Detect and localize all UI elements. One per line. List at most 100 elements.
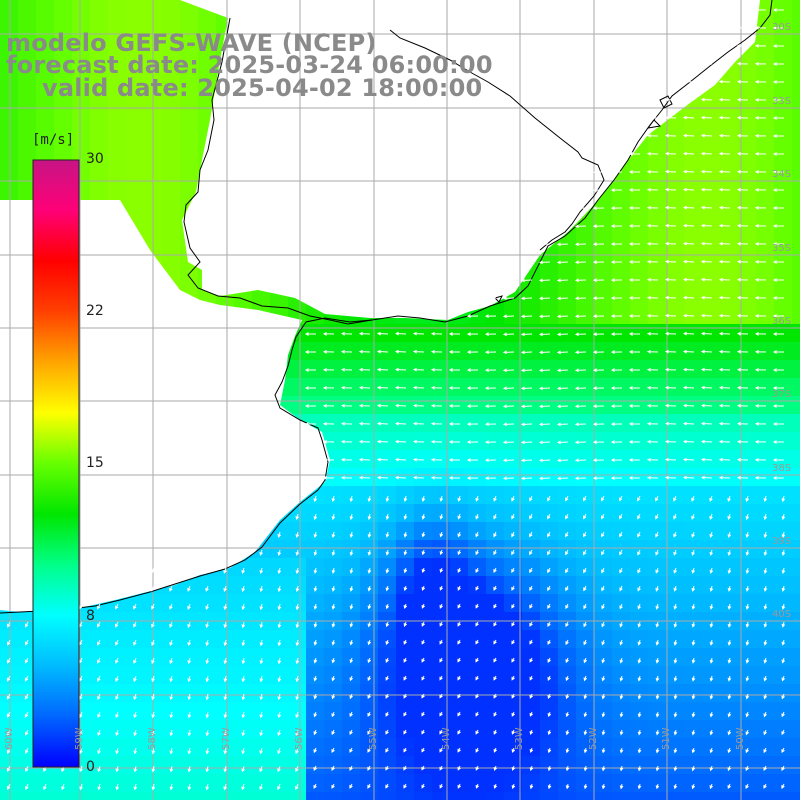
wind-vector [205, 657, 210, 665]
wind-vector [583, 711, 588, 718]
field-cell [612, 684, 631, 703]
wind-vector [601, 567, 605, 574]
wind-vector [24, 639, 29, 646]
wind-vector [241, 639, 246, 647]
field-cell [576, 576, 595, 595]
wind-vector [637, 765, 642, 772]
wind-vector [169, 765, 174, 773]
field-cell [180, 90, 199, 109]
wind-vector [169, 585, 173, 592]
field-cell [576, 342, 595, 361]
wind-vector [376, 367, 389, 372]
field-cell [792, 0, 800, 19]
field-cell [414, 558, 433, 577]
wind-vector [763, 657, 768, 664]
wind-vector [556, 440, 569, 445]
field-cell [702, 630, 721, 649]
wind-vector [628, 260, 641, 264]
field-cell [522, 342, 541, 361]
field-cell [522, 432, 541, 451]
field-cell [486, 684, 505, 703]
colorbar-tick: 8 [86, 608, 95, 624]
field-cell [558, 270, 577, 289]
wind-vector [223, 603, 228, 611]
field-cell [792, 396, 800, 415]
field-cell [720, 720, 739, 739]
wind-vector [385, 657, 390, 663]
field-cell [720, 486, 739, 505]
wind-vector [709, 747, 714, 754]
field-cell [684, 666, 703, 685]
wind-vector [718, 205, 731, 210]
field-cell [216, 792, 235, 800]
wind-vector [349, 747, 353, 753]
wind-vector [709, 693, 714, 700]
field-cell [288, 792, 307, 800]
field-cell [792, 558, 800, 577]
longitude-label: 59W [74, 727, 85, 750]
field-cell [72, 90, 91, 109]
wind-vector [754, 421, 767, 426]
wind-vector [241, 567, 245, 575]
wind-vector [655, 639, 660, 646]
field-cell [756, 720, 775, 739]
wind-vector [394, 349, 407, 354]
field-cell [288, 504, 307, 523]
field-cell [630, 684, 649, 703]
wind-vector [520, 278, 533, 283]
wind-vector [583, 765, 588, 772]
wind-vector [439, 657, 443, 663]
field-cell [522, 774, 541, 793]
wind-vector [151, 693, 155, 701]
wind-vector [664, 367, 677, 372]
field-cell [126, 594, 145, 613]
field-cell [324, 792, 343, 800]
wind-vector [619, 513, 623, 520]
wind-vector [349, 513, 354, 521]
wind-vector [628, 404, 641, 408]
wind-vector [682, 403, 695, 408]
field-cell [198, 18, 217, 37]
field-cell [180, 108, 199, 127]
wind-vector [592, 224, 605, 229]
field-cell [576, 756, 595, 775]
field-cell [396, 720, 415, 739]
wind-vector [412, 421, 425, 426]
wind-vector [502, 368, 515, 373]
field-cell [594, 270, 613, 289]
wind-vector [439, 747, 443, 753]
wind-vector [763, 567, 768, 575]
field-cell [180, 54, 199, 73]
field-cell [468, 702, 487, 721]
wind-vector [430, 349, 443, 354]
field-cell [234, 702, 253, 721]
field-cell [612, 522, 631, 541]
wind-vector [736, 187, 749, 192]
wind-vector [772, 206, 784, 210]
field-cell [18, 144, 37, 163]
wind-vector [277, 621, 282, 629]
wind-vector [511, 693, 515, 699]
wind-vector [781, 621, 786, 628]
field-cell [414, 666, 433, 685]
field-cell [108, 144, 127, 163]
wind-vector [673, 567, 677, 574]
field-cell [468, 324, 487, 343]
field-cell [612, 792, 631, 800]
land-area [0, 0, 760, 612]
wind-vector [592, 476, 605, 481]
field-cell [396, 594, 415, 613]
field-cell [612, 252, 631, 271]
field-cell [396, 576, 415, 595]
field-cell [792, 216, 800, 235]
field-cell [288, 630, 307, 649]
field-cell [522, 792, 541, 800]
wind-vector [745, 603, 750, 610]
wind-vector [619, 693, 624, 700]
field-cell [720, 684, 739, 703]
field-cell [648, 594, 667, 613]
wind-vector [763, 639, 768, 646]
wind-vector [520, 350, 533, 355]
field-cell [756, 648, 775, 667]
wind-vector [772, 26, 784, 30]
